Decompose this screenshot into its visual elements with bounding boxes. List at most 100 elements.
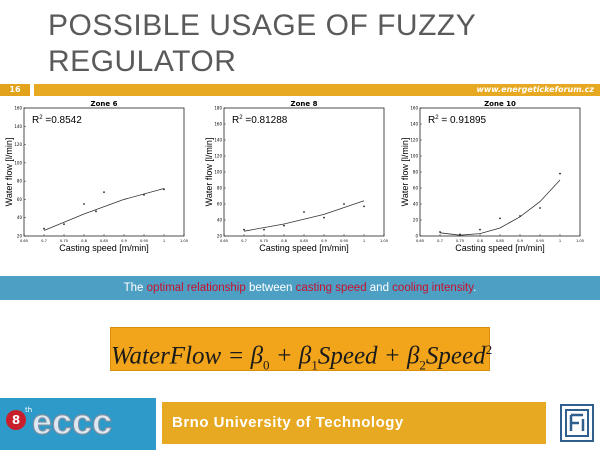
- y-tick-label: 0: [415, 234, 418, 239]
- data-point: [143, 193, 145, 196]
- data-point: [343, 203, 345, 205]
- website-link[interactable]: www.energetickeforum.cz: [476, 85, 594, 94]
- data-point: [103, 191, 105, 194]
- chart-title: Zone 6: [91, 100, 118, 108]
- y-axis-label: Water flow [l/min]: [204, 138, 214, 207]
- caption-highlight-relationship: optimal relationship: [146, 282, 246, 294]
- slide-number: 16: [0, 84, 30, 96]
- formula-beta-0: β: [250, 342, 264, 370]
- x-tick-label: 0.7: [437, 239, 443, 243]
- data-point: [163, 188, 165, 191]
- y-tick-label: 40: [413, 202, 419, 207]
- header-bar: 16 www.energetickeforum.cz: [0, 84, 600, 96]
- r-squared-sup: 2: [435, 115, 439, 121]
- y-tick-label: 160: [214, 122, 222, 127]
- x-tick-label: 0.75: [260, 239, 268, 243]
- chart-zone-8-svg: Zone 8 0.65 0.7 0.75 0.8 0.85 0.9 0.95 1 1.05 20 40…: [204, 100, 388, 253]
- chart-title: Zone 10: [484, 100, 516, 108]
- x-tick-label: 0.8: [81, 239, 87, 243]
- formula-sub-1: 1: [311, 357, 318, 373]
- formula-plus-1: +: [269, 342, 299, 370]
- y-tick-label: 160: [14, 106, 22, 111]
- r-squared-label: R2 =0.8542: [32, 115, 82, 126]
- x-tick-label: 1: [163, 239, 165, 243]
- data-point: [499, 217, 501, 220]
- x-tick-label: 0.95: [140, 239, 148, 243]
- x-tick-label: 0.65: [20, 239, 28, 243]
- data-point: [439, 231, 441, 233]
- x-tick-label: 0.65: [416, 239, 424, 243]
- caption-highlight-speed: casting speed: [295, 282, 367, 294]
- chart-title: Zone 8: [291, 100, 318, 108]
- x-tick-label: 0.9: [517, 239, 523, 243]
- data-point: [519, 215, 521, 217]
- y-tick-label: 20: [413, 218, 419, 223]
- y-tick-label: 20: [17, 234, 23, 239]
- y-tick-label: 160: [410, 106, 418, 111]
- data-point: [63, 223, 65, 226]
- chart-zone-6-svg: Zone 6 0.65 0.7 0.75 0.8 0.85 0.9 0.95 1 1.05 20 40…: [4, 100, 188, 253]
- plot-area: [419, 107, 581, 237]
- r-squared-r: R: [32, 115, 39, 126]
- y-tick-label: 40: [17, 215, 23, 220]
- x-tick-label: 0.8: [477, 239, 483, 243]
- x-axis-label: Casting speed [m/min]: [59, 243, 149, 253]
- formula-equals: =: [221, 342, 251, 370]
- x-tick-label: 0.95: [536, 239, 544, 243]
- y-tick-label: 100: [14, 160, 22, 165]
- x-tick-label: 0.75: [456, 239, 464, 243]
- eccc-logo-text: eccc: [31, 401, 113, 442]
- x-tick-label: 1.05: [576, 239, 584, 243]
- chart-zone-10-svg: Zone 10 0.65 0.7 0.75 0.8 0.85 0.9 0.95 1 1.05 0 20…: [400, 100, 584, 253]
- y-axis-label: Water flow [l/min]: [400, 138, 410, 207]
- formula-beta-1: β: [298, 342, 312, 370]
- x-tick-label: 0.9: [321, 239, 327, 243]
- slide-title: POSSIBLE USAGE OF FUZZY REGULATOR: [48, 9, 476, 78]
- x-tick-label: 0.85: [300, 239, 308, 243]
- caption-text-and: and: [366, 282, 393, 294]
- x-axis-label: Casting speed [m/min]: [259, 243, 349, 253]
- university-name: Brno University of Technology: [172, 414, 404, 431]
- formula-plus-2: +: [377, 342, 407, 370]
- data-point: [283, 224, 285, 227]
- x-tick-label: 1.05: [380, 239, 388, 243]
- x-tick-label: 0.85: [496, 239, 504, 243]
- x-axis-label: Casting speed [m/min]: [455, 243, 545, 253]
- y-tick-label: 20: [217, 234, 223, 239]
- x-tick-label: 1.05: [180, 239, 188, 243]
- data-point: [43, 227, 45, 230]
- y-tick-label: 80: [17, 179, 23, 184]
- fit-line: [43, 188, 165, 231]
- y-tick-label: 80: [217, 186, 223, 191]
- y-tick-label: 80: [413, 170, 419, 175]
- y-axis-label: Water flow [l/min]: [4, 138, 14, 207]
- caption-text-post: .: [473, 282, 477, 294]
- header-line: www.energetickeforum.cz: [34, 84, 600, 96]
- y-tick-label: 100: [410, 154, 418, 159]
- r-squared-r: R: [232, 115, 239, 126]
- x-tick-label: 0.7: [241, 239, 247, 243]
- y-tick-label: 120: [214, 154, 222, 159]
- data-point: [243, 228, 245, 231]
- y-tick-label: 60: [17, 197, 23, 202]
- chart-zone-6: Zone 6 0.65 0.7 0.75 0.8 0.85 0.9 0.95 1 1.05 20 40…: [2, 98, 192, 258]
- formula-speed-1: Speed: [317, 342, 378, 370]
- chart-zone-8: Zone 8 0.65 0.7 0.75 0.8 0.85 0.9 0.95 1 1.05 20 40…: [202, 98, 392, 258]
- data-point: [83, 203, 85, 205]
- data-point: [539, 207, 541, 209]
- plot-area: [23, 107, 185, 237]
- caption-bar: The optimal relationship between casting…: [0, 276, 600, 300]
- y-tick-label: 140: [214, 138, 222, 143]
- regression-formula: WaterFlow = β0 + β1Speed + β2Speed2: [110, 327, 492, 373]
- footer-bar: Brno University of Technology: [162, 402, 546, 444]
- data-point: [559, 172, 561, 175]
- eccc-logo: 8 th eccc: [0, 398, 156, 450]
- r-squared-value: =0.81288: [243, 115, 288, 126]
- y-tick-label: 40: [217, 218, 223, 223]
- y-tick-label: 100: [214, 170, 222, 175]
- r-squared-value: = 0.91895: [439, 115, 487, 126]
- y-tick-label: 60: [217, 202, 223, 207]
- data-point: [459, 233, 461, 236]
- data-point: [363, 205, 365, 208]
- formula-speed-2: Speed: [425, 342, 486, 370]
